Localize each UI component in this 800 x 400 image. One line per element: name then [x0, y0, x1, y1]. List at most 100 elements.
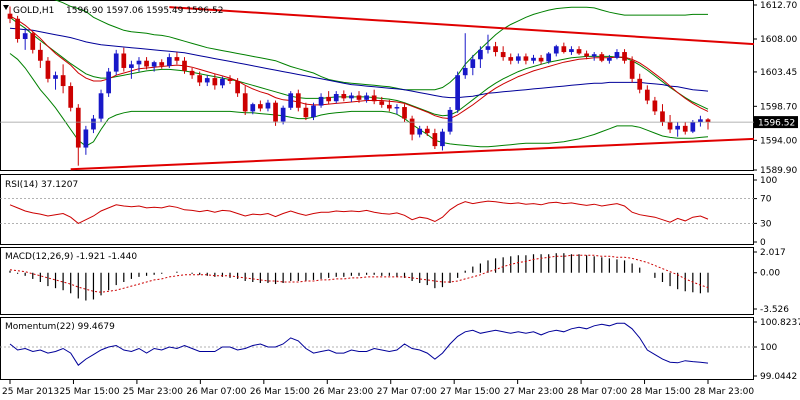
- candle-body: [341, 94, 347, 99]
- candle-body: [599, 54, 605, 61]
- rsi-axis-label: 100: [760, 176, 777, 186]
- candle-body: [235, 80, 240, 94]
- price-axis-label: 1603.45: [760, 68, 797, 78]
- dropdown-triangle-icon[interactable]: [3, 5, 9, 10]
- candle-body: [660, 111, 665, 123]
- candle-body: [652, 100, 658, 112]
- time-axis-label: 26 Mar 07:00: [186, 387, 246, 397]
- candle-body: [318, 96, 324, 106]
- candle-body: [485, 46, 491, 50]
- candle-body: [151, 62, 157, 67]
- time-axis-label: 25 Mar 15:00: [59, 387, 119, 397]
- rsi-axis-label: 30: [760, 219, 772, 229]
- candle-body: [561, 46, 567, 53]
- candle-body: [356, 95, 362, 100]
- bollinger-lower-line: [9, 53, 709, 148]
- time-axis-label: 25 Mar 2013: [2, 387, 59, 397]
- resistance-trend-line: [169, 6, 755, 46]
- candle-body: [113, 53, 119, 72]
- candle-body: [182, 60, 187, 71]
- price-axis-label: 1598.70: [760, 102, 797, 112]
- macd-panel: [9, 253, 709, 301]
- candle-body: [386, 104, 392, 109]
- time-axis-label: 25 Mar 23:00: [123, 387, 183, 397]
- momentum-label: Momentum(22) 99.4679: [5, 322, 115, 332]
- candle-body: [295, 93, 301, 108]
- candle-body: [576, 49, 582, 54]
- candle-body: [129, 64, 134, 68]
- macd-panel-frame: [0, 247, 754, 315]
- rsi-panel-frame: [0, 174, 754, 245]
- candle-body: [242, 93, 248, 112]
- price-axis-label: 1612.70: [760, 1, 797, 11]
- candle-body: [569, 49, 574, 53]
- candle-body: [212, 78, 218, 86]
- candle-body: [15, 18, 20, 40]
- candle-body: [508, 57, 514, 61]
- candle-body: [7, 13, 13, 19]
- candle-body: [197, 75, 203, 83]
- candle-body: [106, 71, 111, 94]
- candle-body: [553, 46, 559, 54]
- rsi-panel: [0, 198, 754, 224]
- price-axis-label: 1594.00: [760, 136, 797, 146]
- candle-body: [311, 105, 316, 118]
- macd-label: MACD(12,26,9) -1.921 -1.440: [5, 252, 137, 262]
- candle-body: [455, 75, 460, 110]
- candle-body: [37, 49, 43, 61]
- candle-body: [417, 128, 423, 135]
- bollinger-upper-line: [54, 0, 708, 91]
- candle-body: [462, 67, 468, 76]
- candle-body: [637, 78, 643, 90]
- candle-body: [402, 107, 407, 119]
- momentum-panel: [0, 322, 754, 366]
- candle-body: [364, 95, 369, 100]
- candle-body: [470, 59, 476, 68]
- price-panel: 1596.52: [0, 0, 798, 171]
- support-trend-line: [70, 137, 755, 171]
- candle-body: [690, 122, 696, 132]
- candle-body: [538, 57, 544, 62]
- candle-body: [622, 52, 627, 61]
- candle-body: [667, 122, 673, 130]
- panel-frames: [0, 0, 754, 380]
- current-price-tag: [754, 116, 798, 129]
- symbol-label: GOLD,H1: [13, 6, 54, 16]
- candle-body: [121, 53, 127, 68]
- candle-body: [288, 93, 294, 108]
- time-axis-label: 28 Mar 15:00: [631, 387, 691, 397]
- macd-axis-label: 2.017: [760, 248, 786, 258]
- candle-body: [166, 57, 172, 66]
- candle-body: [500, 52, 506, 58]
- candle-body: [607, 57, 612, 61]
- price-panel-frame: [0, 0, 754, 171]
- candle-body: [493, 46, 498, 53]
- candle-body: [174, 57, 180, 61]
- price-axis-label: 1589.90: [760, 166, 797, 176]
- candle-body: [220, 78, 225, 86]
- candle-body: [440, 131, 445, 147]
- price-axis-label: 1608.00: [760, 35, 797, 45]
- candle-body: [83, 129, 89, 148]
- rsi-line: [9, 200, 709, 224]
- candle-body: [698, 119, 703, 123]
- candle-body: [546, 53, 552, 62]
- candle-body: [523, 56, 529, 61]
- candle-body: [409, 118, 415, 135]
- time-axis-label: 26 Mar 23:00: [313, 387, 373, 397]
- time-axis-label: 26 Mar 15:00: [250, 387, 310, 397]
- candle-body: [227, 78, 233, 81]
- candle-body: [478, 49, 483, 60]
- candle-body: [432, 133, 438, 147]
- candle-body: [682, 125, 688, 132]
- candle-body: [75, 107, 81, 148]
- candle-body: [371, 95, 377, 102]
- candle-body: [22, 33, 28, 40]
- candle-body: [91, 118, 96, 130]
- ohlc-values: 1596.90 1597.06 1595.49 1596.52: [66, 6, 223, 16]
- candle-body: [136, 60, 142, 65]
- time-axis-label: 28 Mar 23:00: [694, 387, 754, 397]
- slow-moving-average-line: [9, 27, 709, 99]
